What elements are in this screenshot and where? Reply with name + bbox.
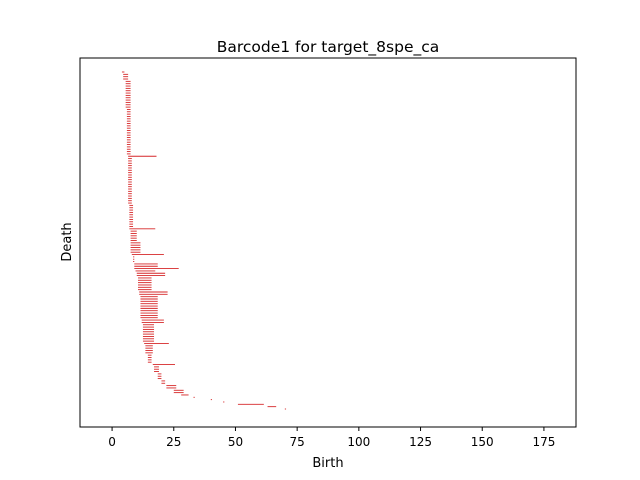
x-tick-label: 125	[409, 435, 432, 449]
x-tick-label: 0	[108, 435, 116, 449]
y-axis-label: Death	[60, 222, 75, 261]
x-tick-label: 175	[532, 435, 555, 449]
x-tick-label: 75	[290, 435, 305, 449]
x-tick-label: 100	[347, 435, 370, 449]
x-tick-label: 25	[166, 435, 181, 449]
x-tick-label: 150	[471, 435, 494, 449]
x-axis-label: Birth	[312, 456, 343, 471]
chart-title: Barcode1 for target_8spe_ca	[217, 38, 440, 57]
x-tick-label: 50	[228, 435, 243, 449]
